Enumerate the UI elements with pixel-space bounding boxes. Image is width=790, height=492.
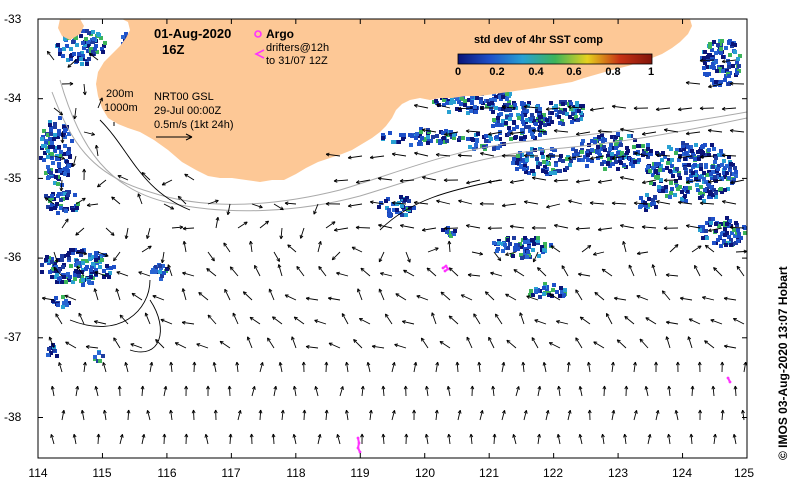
colorbar-title: std dev of 4hr SST comp: [474, 34, 603, 46]
current-source: NRT00 GSL: [154, 91, 214, 103]
drifter-symbol-icon: [254, 49, 265, 59]
lat-tick-label: -37: [4, 330, 22, 344]
sst-colorbar: [457, 53, 653, 65]
lat-tick-label: -36: [4, 250, 22, 264]
lon-tick-label: 121: [478, 466, 500, 480]
colorbar-tick: 1: [647, 66, 655, 78]
map-date: 01-Aug-2020 16Z: [154, 26, 231, 58]
lon-tick-label: 123: [607, 466, 629, 480]
lat-tick-label: -35: [4, 171, 22, 185]
current-scale-arrow: [113, 122, 193, 141]
colorbar-tick: 0.6: [566, 66, 582, 78]
colorbar-tick: 0: [454, 66, 462, 78]
current-scale-label: 0.5m/s (1kt 24h): [154, 119, 234, 131]
lon-tick-label: 119: [350, 466, 370, 480]
colorbar-tick: 0.8: [605, 66, 621, 78]
lon-tick-label: 124: [671, 466, 693, 480]
lon-tick-label: 125: [733, 466, 755, 480]
sst-std-dev-layer: [39, 29, 747, 363]
credit-text: © IMOS 03-Aug-2020 13:07 Hobart: [776, 266, 790, 460]
argo-legend-label: Argo: [266, 27, 294, 41]
depth-label-1000m: 1000m: [104, 102, 138, 114]
argo-symbol-icon: [254, 30, 262, 38]
hour-line: 16Z: [162, 42, 185, 57]
current-arrows: [41, 50, 747, 445]
depth-label-200m: 200m: [106, 88, 134, 100]
lon-tick-label: 117: [221, 466, 241, 480]
lat-tick-label: -33: [4, 12, 22, 26]
drifter-legend-line1: drifters@12h: [266, 42, 330, 54]
lon-tick-label: 116: [157, 466, 177, 480]
lat-tick-label: -34: [4, 91, 22, 105]
current-date: 29-Jul 00:00Z: [154, 105, 222, 117]
lon-tick-label: 115: [92, 466, 112, 480]
drifter-tracks: [356, 264, 732, 454]
colorbar-tick: 0.2: [489, 66, 505, 78]
date-line: 01-Aug-2020: [154, 26, 232, 41]
axis-ticks: [37, 18, 748, 458]
lon-tick-label: 118: [286, 466, 306, 480]
lat-tick-label: -38: [4, 410, 22, 424]
land-patch-west: [58, 19, 84, 40]
colorbar-tick: 0.4: [528, 66, 544, 78]
lon-tick-label: 120: [414, 466, 436, 480]
drifter-legend-line2: to 31/07 12Z: [266, 55, 328, 67]
lon-tick-label: 114: [28, 466, 48, 480]
plot-frame: [37, 18, 748, 459]
lon-tick-label: 122: [542, 466, 564, 480]
